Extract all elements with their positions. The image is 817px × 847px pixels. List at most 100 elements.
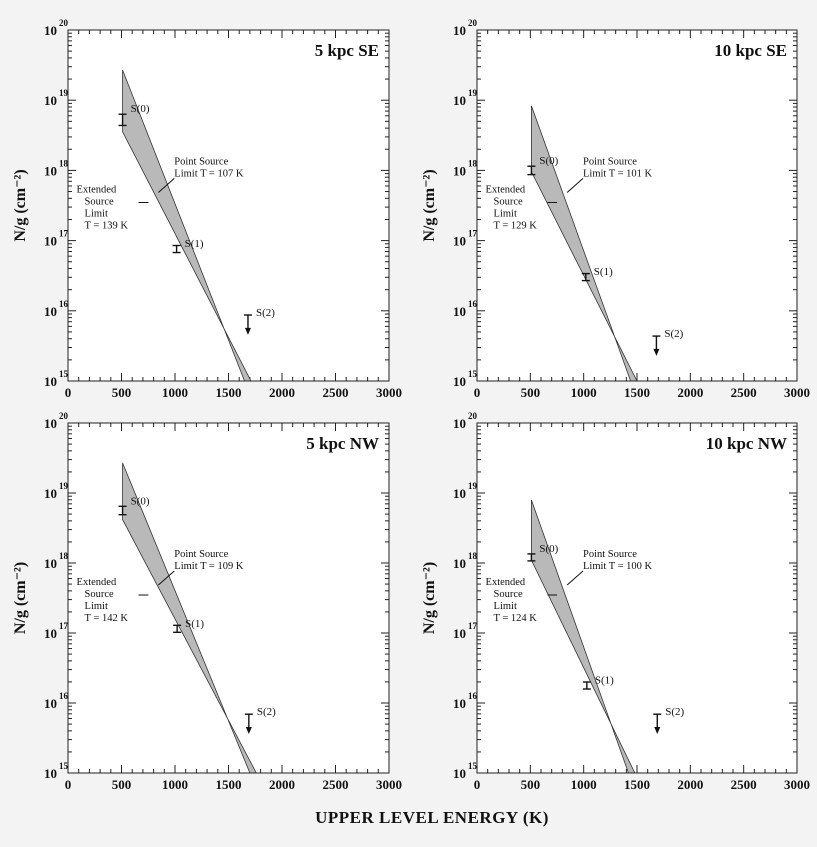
point-source-label: Limit T = 107 K: [174, 168, 244, 179]
extended-source-label: T = 124 K: [494, 613, 538, 624]
y-tick-exponent: 19: [468, 481, 478, 491]
x-tick-label: 2000: [677, 777, 703, 792]
point-source-pointer: [158, 178, 175, 193]
point-source-pointer: [566, 178, 584, 193]
x-tick-label: 2500: [731, 777, 757, 792]
plot-background: [68, 423, 389, 773]
x-tick-label: 1500: [624, 777, 650, 792]
y-tick-exponent: 17: [468, 229, 478, 239]
y-tick-exponent: 18: [468, 551, 478, 561]
x-tick-label: 500: [112, 385, 132, 400]
extended-source-label: T = 129 K: [494, 220, 538, 231]
y-tick-exponent: 17: [468, 621, 478, 631]
y-tick-exponent: 16: [468, 299, 478, 309]
extended-source-label: Extended: [77, 184, 117, 195]
y-tick-label: 10: [453, 234, 466, 249]
y-axis-label: N/g (cm⁻²): [12, 562, 29, 634]
x-tick-label: 3000: [784, 777, 810, 792]
extended-source-label: Limit: [494, 208, 517, 219]
y-axis-label: N/g (cm⁻²): [421, 562, 438, 634]
extended-source-label: Extended: [486, 577, 526, 588]
x-tick-label: 500: [521, 385, 541, 400]
x-tick-label: 0: [65, 777, 72, 792]
point-source-label: Point Source: [174, 549, 228, 560]
y-tick-label: 10: [44, 486, 57, 501]
y-tick-label: 10: [44, 234, 57, 249]
upper-limit-arrow-s2: [654, 727, 661, 734]
y-tick-label: 10: [453, 416, 466, 431]
y-tick-exponent: 17: [59, 621, 69, 631]
panel-title: 10 kpc NW: [706, 434, 787, 453]
y-tick-exponent: 16: [59, 691, 69, 701]
y-tick-label: 10: [44, 163, 57, 178]
y-tick-exponent: 19: [59, 88, 69, 98]
y-tick-exponent: 19: [59, 481, 69, 491]
y-tick-exponent: 17: [59, 229, 69, 239]
point-label-s0: S(0): [131, 495, 150, 507]
x-tick-label: 1500: [624, 385, 650, 400]
y-tick-label: 10: [453, 304, 466, 319]
plot-background: [477, 423, 797, 773]
x-tick-label: 1500: [216, 777, 242, 792]
extended-source-label: Limit: [85, 208, 108, 219]
y-tick-exponent: 18: [59, 158, 69, 168]
point-label-s1: S(1): [185, 618, 204, 630]
y-tick-label: 10: [44, 304, 57, 319]
y-tick-exponent: 20: [59, 411, 69, 421]
x-axis-label: UPPER LEVEL ENERGY (K): [315, 808, 549, 827]
y-tick-label: 10: [453, 374, 466, 389]
y-tick-exponent: 15: [59, 369, 69, 379]
extended-source-label: Source: [85, 196, 114, 207]
plot-background: [477, 30, 797, 381]
x-tick-label: 3000: [376, 777, 402, 792]
point-source-label: Point Source: [583, 549, 637, 560]
y-tick-label: 10: [453, 556, 466, 571]
plot-background: [68, 30, 389, 381]
x-tick-label: 0: [474, 777, 481, 792]
x-tick-label: 1000: [571, 777, 597, 792]
y-tick-label: 10: [44, 556, 57, 571]
y-tick-exponent: 15: [468, 761, 478, 771]
extended-source-label: Source: [85, 589, 114, 600]
point-source-label: Point Source: [174, 156, 228, 167]
y-tick-exponent: 20: [468, 18, 478, 28]
point-label-s0: S(0): [131, 103, 150, 115]
extended-source-label: Limit: [494, 601, 517, 612]
y-tick-exponent: 16: [59, 299, 69, 309]
y-tick-label: 10: [453, 766, 466, 781]
point-label-s2: S(2): [256, 307, 275, 319]
panel-title: 10 kpc SE: [714, 41, 787, 60]
point-label-s1: S(1): [595, 675, 614, 687]
y-tick-label: 10: [453, 626, 466, 641]
y-tick-exponent: 19: [468, 88, 478, 98]
point-label-s2: S(2): [665, 706, 684, 718]
extended-source-label: T = 142 K: [85, 613, 129, 624]
upper-limit-arrow-s2: [245, 727, 252, 734]
panel-title: 5 kpc SE: [315, 41, 379, 60]
point-source-pointer: [158, 570, 175, 586]
x-tick-label: 2000: [677, 385, 703, 400]
y-tick-label: 10: [44, 626, 57, 641]
y-tick-label: 10: [453, 93, 466, 108]
x-tick-label: 500: [521, 777, 541, 792]
y-tick-label: 10: [453, 23, 466, 38]
x-tick-label: 1500: [216, 385, 242, 400]
x-tick-label: 2500: [323, 385, 349, 400]
y-tick-label: 10: [44, 766, 57, 781]
x-tick-label: 2500: [731, 385, 757, 400]
point-source-pointer: [566, 570, 584, 586]
point-source-label: Limit T = 101 K: [583, 168, 653, 179]
y-tick-label: 10: [44, 93, 57, 108]
panel-title: 5 kpc NW: [306, 434, 379, 453]
extended-source-label: Limit: [85, 601, 108, 612]
point-source-label: Limit T = 100 K: [583, 561, 653, 572]
axes-frame: [476, 29, 798, 382]
y-axis-label: N/g (cm⁻²): [12, 169, 29, 241]
axes-frame: [67, 29, 390, 382]
y-axis-label: N/g (cm⁻²): [421, 169, 438, 241]
axes-frame: [67, 422, 390, 774]
y-tick-exponent: 18: [59, 551, 69, 561]
x-tick-label: 3000: [376, 385, 402, 400]
